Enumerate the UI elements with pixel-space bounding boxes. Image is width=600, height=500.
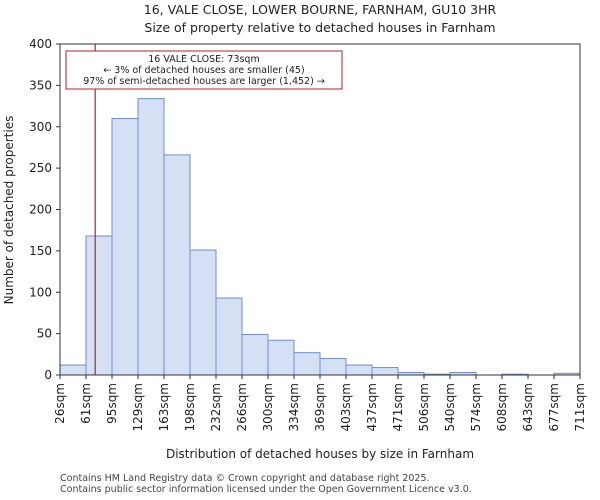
x-tick-label: 506sqm [417,383,431,431]
x-tick-label: 403sqm [339,383,353,431]
annotation-box [65,50,343,90]
bars-group [59,98,581,376]
x-tick-label: 608sqm [495,383,509,431]
y-tick-label: 300 [29,120,52,134]
bar-369sqm [319,357,347,376]
x-tick-label: 232sqm [209,383,223,431]
bar-334sqm [293,352,321,376]
bar-300sqm [267,339,295,376]
x-tick-label: 266sqm [235,383,249,431]
y-tick-label: 350 [29,78,52,92]
y-ticks: 0 50 100 150 200 250 300 350 400 [29,37,60,382]
histogram-chart: 16, VALE CLOSE, LOWER BOURNE, FARNHAM, G… [2,2,587,461]
bar-129sqm [137,98,165,376]
x-tick-label: 471sqm [391,383,405,431]
bar-437sqm [371,367,399,376]
y-tick-label: 0 [44,368,52,382]
y-tick-label: 50 [37,327,52,341]
x-tick-label: 198sqm [183,383,197,431]
bar-403sqm [345,364,373,376]
x-tick-label: 163sqm [157,383,171,431]
footer: Contains HM Land Registry data © Crown c… [60,473,472,495]
bar-26sqm [59,364,87,376]
bar-198sqm [189,249,217,376]
y-tick-label: 150 [29,244,52,258]
x-tick-label: 369sqm [313,383,327,431]
bar-95sqm [111,117,139,376]
x-tick-label: 26sqm [53,383,67,424]
chart-title: 16, VALE CLOSE, LOWER BOURNE, FARNHAM, G… [144,2,497,17]
x-tick-label: 437sqm [365,383,379,431]
x-ticks: 26sqm 61sqm 95sqm 129sqm 163sqm 198sqm 232sqm 2… [53,375,587,431]
x-tick-label: 300sqm [261,383,275,431]
bar-163sqm [163,154,191,376]
x-tick-label: 540sqm [443,383,457,431]
y-axis-label: Number of detached properties [2,116,16,305]
x-tick-label: 677sqm [547,383,561,431]
annotation-line-1: 16 VALE CLOSE: 73sqm [148,54,259,65]
bar-61sqm [85,235,113,376]
annotation-line-3: 97% of semi-detached houses are larger (… [83,76,325,87]
annotation-line-2: ← 3% of detached houses are smaller (45) [103,65,304,76]
x-tick-label: 61sqm [79,383,93,424]
x-tick-label: 129sqm [131,383,145,431]
y-tick-label: 250 [29,161,52,175]
x-tick-label: 95sqm [105,383,119,424]
y-tick-label: 100 [29,285,52,299]
y-tick-label: 200 [29,203,52,217]
footer-line-2: Contains public sector information licen… [60,484,472,495]
bar-232sqm [215,297,243,376]
x-tick-label: 334sqm [287,383,301,431]
x-axis-label: Distribution of detached houses by size … [166,447,474,461]
bar-266sqm [241,333,269,376]
y-tick-label: 400 [29,37,52,51]
x-tick-label: 711sqm [573,383,587,431]
chart-subtitle: Size of property relative to detached ho… [144,20,495,35]
x-tick-label: 643sqm [521,383,535,431]
footer-line-1: Contains HM Land Registry data © Crown c… [60,473,430,484]
x-tick-label: 574sqm [469,383,483,431]
